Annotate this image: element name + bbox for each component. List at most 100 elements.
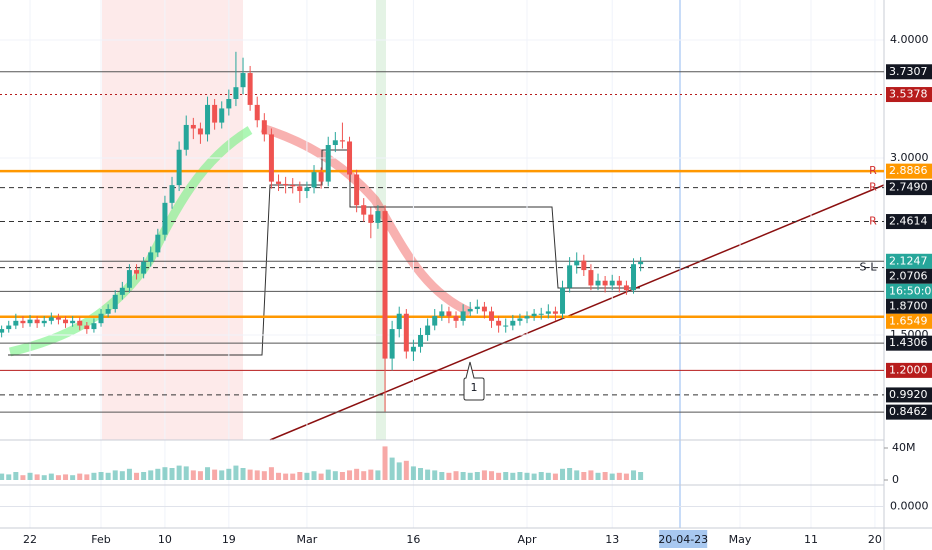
x-tick-label: 10 [158,533,172,546]
candle-body [197,128,203,135]
candle-body [283,183,289,186]
volume-bar [581,472,587,480]
candle-body [481,306,487,312]
price-label-bg [886,298,932,314]
price-label: 3.5378 [889,88,928,101]
candle-body [268,134,274,182]
volume-bar [489,471,495,480]
volume-bar [347,470,353,480]
volume-bar [0,473,5,480]
volume-bar [304,472,310,480]
volume-bar [197,471,203,480]
candle-body [538,313,544,315]
volume-bar [190,470,196,480]
candle-body [55,317,61,320]
candle-body [48,317,54,321]
price-label: 1.4306 [889,336,928,349]
price-label-bg [886,214,932,230]
price-label-bg [886,180,932,196]
volume-bar [574,470,580,480]
candle-body [389,329,395,359]
candle-body [105,309,111,314]
volume-bar [77,473,83,480]
candle-body [467,309,473,312]
candle-body [13,320,19,326]
candle-body [361,205,367,215]
volume-bar [382,446,388,480]
candle-body [531,313,537,317]
trend-line [269,184,885,441]
candle-body [98,313,104,324]
candle-body [567,265,573,288]
volume-bar [510,472,516,480]
candle-body [524,316,530,319]
volume-bar [368,469,374,480]
candle-body [339,140,345,142]
volume-bar [212,469,218,480]
volume-bar [446,472,452,480]
cursor-label-bg [659,530,708,548]
x-tick-label: Feb [91,533,110,546]
candle-body [70,320,76,324]
candle-body [134,270,140,274]
candle-body [602,280,608,286]
volume-bar [560,468,566,480]
candle-body [148,252,154,262]
volume-bar [48,473,54,480]
x-tick-label: 11 [804,533,818,546]
volume-bar [403,460,409,480]
candle-body [190,124,196,129]
candle-body [27,319,33,324]
volume-bar [55,475,61,480]
price-label-bg [886,253,932,269]
x-tick-label: 19 [222,533,236,546]
price-label: 1.6549 [889,314,928,327]
volume-bar [545,472,551,480]
candle-body [261,120,267,135]
candle-body [276,181,282,184]
candle-body [20,320,26,324]
volume-bar [183,466,189,480]
price-label: 3.7307 [889,65,928,78]
candle-body [375,211,381,223]
volume-bar [531,473,537,480]
volume-bar [439,472,445,480]
x-tick-label: 22 [23,533,37,546]
candle-body [560,287,566,314]
volume-bar [396,462,402,480]
y-tick-label: 0.0000 [890,500,929,513]
candle-body [176,149,182,186]
volume-bar [63,474,69,480]
candle-body [290,185,296,187]
candle-body [6,325,12,330]
candle-body [552,311,558,314]
volume-bar [41,475,47,480]
annotation: R [869,164,877,177]
candle-body [439,311,445,317]
volume-bar [105,472,111,480]
volume-bar [496,472,502,480]
candle-body [368,214,374,223]
x-tick-label: May [729,533,752,546]
countdown-bg [886,283,932,299]
volume-bar [567,468,573,480]
x-tick-label: Mar [297,533,318,546]
candle-body [162,202,168,235]
candle-body [510,320,516,326]
candle-body [595,280,601,286]
volume-bar [410,466,416,480]
volume-bar [91,472,97,480]
candle-body [638,261,644,265]
volume-bar [261,471,267,480]
volume-bar [112,470,118,480]
volume-bar [339,472,345,480]
volume-bar [98,472,104,480]
volume-bar [219,470,225,480]
volume-bar [119,471,125,480]
volume-bar [503,472,509,480]
countdown-label: 16:50:08 [889,284,932,297]
volume-bar [332,471,338,480]
candle-body [226,98,232,109]
y-tick-label: 40M [892,441,916,454]
